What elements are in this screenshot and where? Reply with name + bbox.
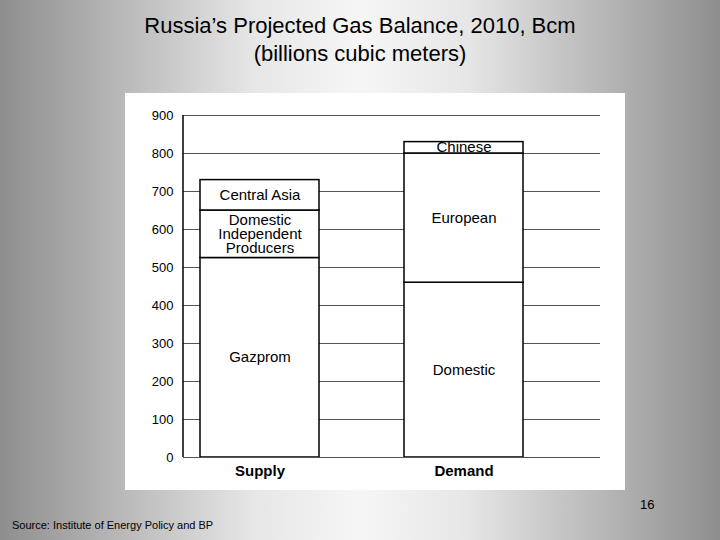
html-text:(billions cubic meters): (billions cubic meters): [253, 41, 467, 66]
svg-text:700: 700: [152, 184, 174, 199]
svg-text:600: 600: [152, 222, 174, 237]
svg-text:European: European: [431, 209, 496, 226]
html-text:16: 16: [640, 497, 655, 512]
svg-text:Domestic: Domestic: [433, 361, 496, 378]
svg-text:400: 400: [152, 298, 174, 313]
svg-text:800: 800: [152, 146, 174, 161]
html-text:Russia’s Projected Gas Balance: Russia’s Projected Gas Balance, 2010, Bc…: [144, 13, 576, 38]
html-text:Source: Institute of Energy Po: Source: Institute of Energy Policy and B…: [12, 519, 214, 531]
svg-text:DomesticIndependentProducers: DomesticIndependentProducers: [218, 211, 302, 257]
svg-text:0: 0: [166, 450, 173, 465]
svg-text:Chinese: Chinese: [436, 138, 491, 155]
svg-text:Demand: Demand: [434, 462, 493, 479]
svg-text:Gazprom: Gazprom: [229, 348, 291, 365]
svg-text:500: 500: [152, 260, 174, 275]
svg-text:Central Asia: Central Asia: [220, 186, 302, 203]
svg-text:Supply: Supply: [235, 462, 286, 479]
svg-text:900: 900: [152, 108, 174, 123]
svg-text:300: 300: [152, 336, 174, 351]
svg-text:200: 200: [152, 374, 174, 389]
svg-text:100: 100: [152, 412, 174, 427]
